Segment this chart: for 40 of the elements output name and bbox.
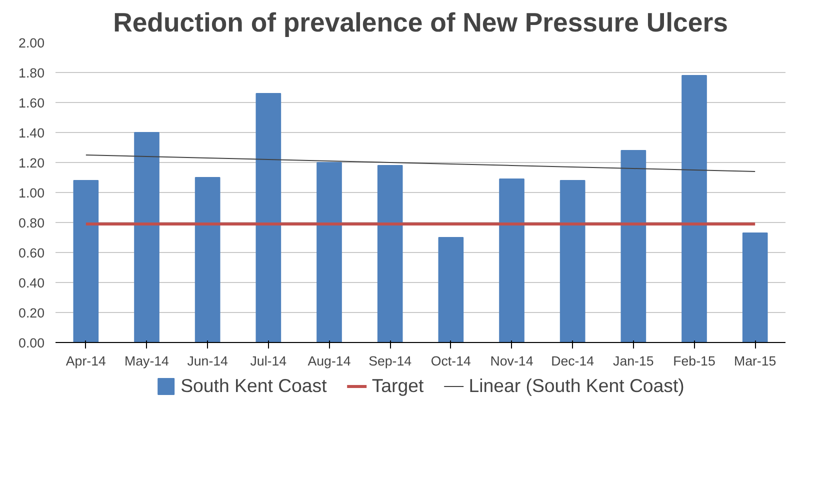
line-series [85, 154, 756, 172]
bar [560, 180, 586, 342]
bar [682, 75, 707, 342]
bar [499, 178, 524, 342]
x-tick-label: Feb-15 [673, 354, 716, 368]
x-tick-label: May-14 [124, 354, 170, 368]
bar [742, 232, 768, 342]
bar [438, 237, 464, 342]
bar [194, 177, 220, 342]
x-tick-label: Oct-14 [430, 354, 472, 368]
y-tick-label: 0.00 [18, 336, 45, 350]
x-tick-label: Mar-15 [734, 354, 776, 368]
x-tick-label: Jul-14 [250, 354, 288, 368]
legend-label: Target [372, 375, 424, 397]
y-tick-label: 1.40 [18, 126, 45, 140]
y-tick-label: 1.80 [18, 66, 45, 80]
y-tick-label: 0.40 [18, 276, 45, 290]
x-tick-label: Apr-14 [66, 354, 107, 368]
y-tick-label: 0.80 [18, 216, 45, 230]
y-tick-label: 0.20 [18, 306, 45, 320]
x-tick-label: Nov-14 [490, 354, 534, 368]
bar [73, 180, 99, 342]
x-tick-label: Jun-14 [187, 354, 229, 368]
x-tick-label: Aug-14 [308, 354, 352, 368]
x-tick-label: Sep-14 [368, 354, 412, 368]
x-tick-label: Jan-15 [613, 354, 654, 368]
y-tick-label: 1.60 [18, 96, 45, 110]
y-tick-label: 2.00 [18, 36, 45, 50]
y-tick-label: 0.60 [18, 246, 45, 260]
bar [256, 93, 282, 342]
bar [377, 165, 403, 342]
bar [316, 162, 342, 342]
bar [134, 132, 160, 342]
legend-label: Linear (South Kent Coast) [468, 375, 684, 397]
y-tick-label: 1.20 [18, 156, 45, 170]
y-tick-label: 1.00 [18, 186, 45, 200]
legend-label: South Kent Coast [180, 375, 327, 397]
bar [620, 150, 646, 342]
x-tick-label: Dec-14 [551, 354, 595, 368]
chart-title: Reduction of prevalence of New Pressure Ulcers [113, 8, 728, 38]
